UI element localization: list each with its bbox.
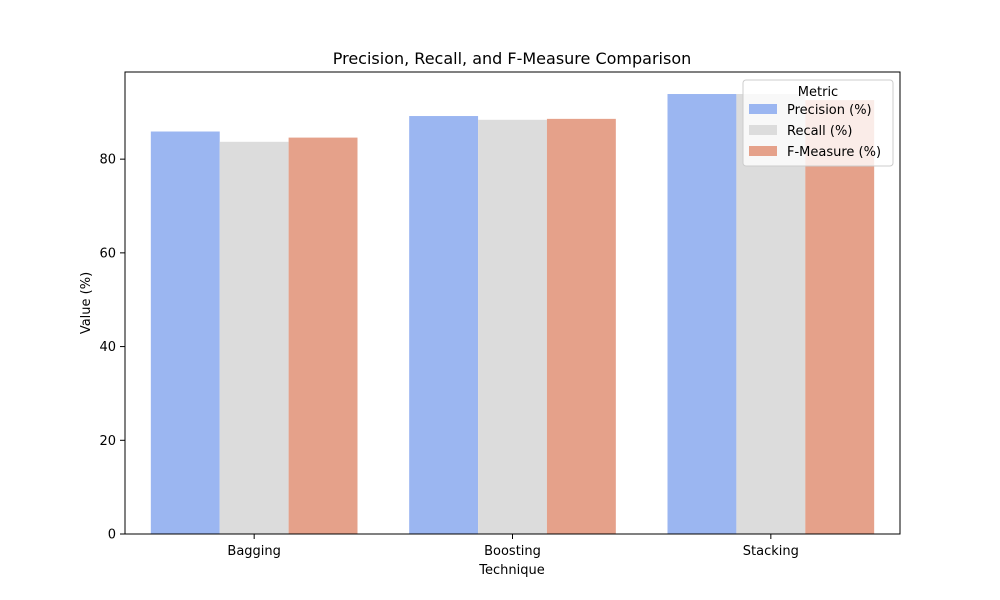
legend: Metric Precision (%) Recall (%) F-Measure … [742, 79, 894, 167]
y-axis: 0 20 40 60 80 [99, 153, 125, 543]
legend-box [742, 79, 894, 167]
legend-swatch-recall [749, 125, 777, 135]
x-axis: Bagging Boosting Stacking [227, 534, 799, 559]
y-axis-title: Value (%) [79, 272, 94, 334]
legend-title: Metric [798, 85, 838, 100]
y-tick-label: 0 [108, 528, 116, 543]
bar-precision-boosting [409, 116, 479, 534]
bar-precision-stacking [667, 94, 737, 535]
chart-title: Precision, Recall, and F-Measure Compari… [333, 49, 692, 68]
legend-swatch-precision [749, 104, 777, 114]
bar-fmeasure-bagging [288, 137, 358, 534]
y-tick-label: 80 [99, 153, 116, 168]
x-tick-label: Boosting [484, 544, 541, 559]
legend-swatch-fmeasure [749, 146, 777, 156]
bar-fmeasure-stacking [805, 100, 875, 535]
x-tick-label: Stacking [743, 544, 799, 559]
legend-label-recall: Recall (%) [787, 124, 852, 139]
legend-items: Precision (%) Recall (%) F-Measure (%) [749, 103, 881, 160]
legend-label-precision: Precision (%) [787, 103, 872, 118]
legend-label-fmeasure: F-Measure (%) [787, 145, 881, 160]
x-tick-label: Bagging [227, 544, 281, 559]
bar-precision-bagging [150, 131, 220, 534]
bar-recall-boosting [478, 119, 547, 534]
x-axis-title: Technique [478, 563, 544, 578]
bar-recall-bagging [219, 141, 289, 534]
bars-layer [150, 94, 875, 535]
bar-recall-stacking [736, 94, 806, 535]
y-tick-label: 60 [99, 246, 116, 261]
y-tick-label: 40 [99, 340, 116, 355]
y-tick-label: 20 [99, 434, 116, 449]
bar-fmeasure-boosting [546, 118, 616, 535]
